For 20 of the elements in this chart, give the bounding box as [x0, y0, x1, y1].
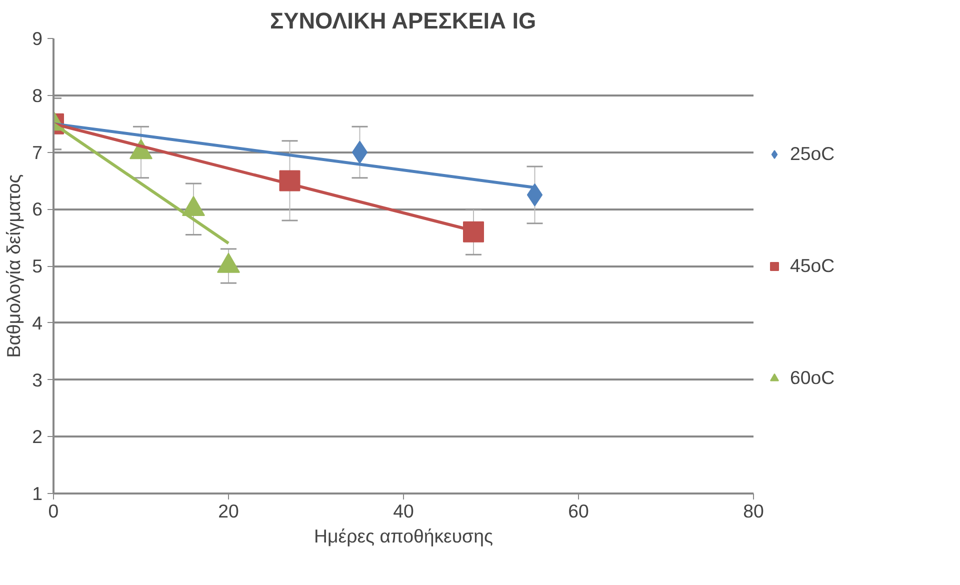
y-axis-title: Βαθμολογία δείγματος [3, 174, 24, 358]
x-axis-title: Ημέρες αποθήκευσης [314, 526, 493, 546]
y-tick-label: 6 [32, 198, 43, 220]
legend-label: 25oC [790, 142, 835, 164]
y-tick-label: 9 [32, 28, 43, 49]
y-tick-label: 1 [32, 483, 43, 504]
chart-title: ΣΥΝΟΛΙΚΗ ΑΡΕΣΚΕΙΑ IG [270, 8, 536, 34]
y-tick-label: 7 [32, 142, 43, 163]
x-tick-label: 80 [743, 500, 764, 522]
x-tick-label: 40 [393, 500, 414, 522]
legend-label: 45oC [790, 254, 835, 276]
y-tick-label: 5 [32, 256, 43, 276]
x-tick-label: 0 [48, 500, 59, 522]
x-tick-label: 60 [568, 500, 589, 522]
y-tick-label: 2 [32, 426, 43, 448]
y-tick-label: 3 [32, 369, 43, 390]
y-tick-label: 8 [32, 84, 43, 106]
legend-label: 60oC [790, 366, 835, 388]
x-tick-label: 20 [218, 500, 239, 522]
y-tick-label: 4 [32, 312, 43, 334]
